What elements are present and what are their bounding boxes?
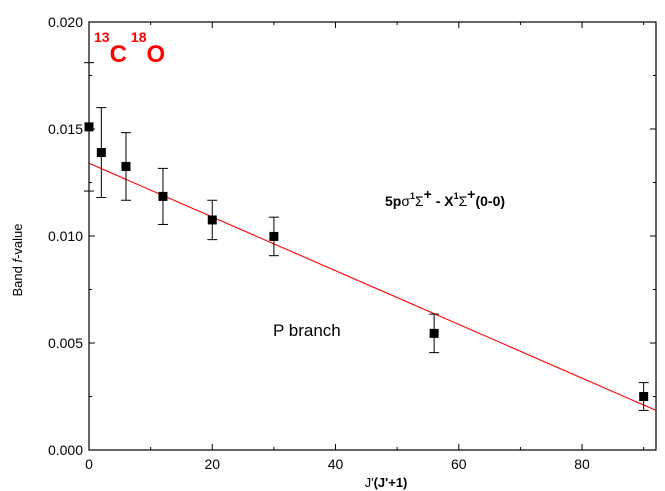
y-axis-title-main: Band [10, 263, 25, 297]
x-axis-title-paren: (J'+1) [374, 475, 408, 490]
y-tick-label: 0.000 [48, 442, 83, 458]
data-point [269, 231, 279, 241]
y-tick-label: 0.015 [48, 121, 83, 137]
data-point [158, 191, 168, 201]
x-tick-label: 40 [328, 456, 344, 472]
data-point [429, 328, 439, 338]
y-axis-title: Band f-value [10, 223, 25, 296]
x-axis-title-main: J' [365, 475, 374, 490]
data-point [121, 161, 131, 171]
y-tick-label: 0.010 [48, 228, 83, 244]
y-tick-label: 0.005 [48, 335, 83, 351]
plot-area-border [88, 21, 657, 451]
fit-line [88, 162, 657, 411]
isotope-elem2: O [147, 41, 166, 68]
transition-sup2: 1 [454, 191, 459, 201]
plot-frame [88, 21, 657, 451]
transition-sigma: σ [401, 193, 410, 209]
data-point [96, 148, 106, 158]
transition-band: (0-0) [475, 193, 505, 209]
tick-labels: 0 20 40 60 80 0.000 0.005 0.010 0.015 0.020 [48, 14, 590, 472]
x-tick-label: 0 [85, 456, 93, 472]
isotope-label: 13C18O [94, 29, 165, 68]
x-tick-label: 80 [574, 456, 590, 472]
x-axis-title: J'(J'+1) [365, 475, 408, 490]
error-bars [84, 62, 649, 411]
isotope-elem1: C [110, 41, 127, 68]
data-point [207, 215, 217, 225]
transition-Sigma2: Σ [459, 193, 468, 209]
branch-label: P branch [273, 321, 341, 340]
transition-dash: - X [432, 193, 454, 209]
y-tick-label: 0.020 [48, 14, 83, 30]
transition-sup1: 1 [410, 191, 415, 201]
data-point [639, 392, 649, 401]
transition-plus2: + [467, 186, 475, 202]
x-tick-label: 60 [451, 456, 467, 472]
y-axis-title-italic: f [10, 258, 25, 263]
transition-Sigma1: Σ [415, 193, 424, 209]
transition-lead: 5p [385, 193, 401, 209]
isotope-mass1: 13 [94, 29, 110, 45]
transition-label: 5pσ1Σ+ - X1Σ+(0-0) [385, 186, 505, 209]
data-point [84, 122, 94, 132]
y-axis-title-tail: -value [10, 223, 25, 258]
transition-plus1: + [424, 186, 432, 202]
ticks [88, 21, 656, 451]
x-tick-label: 20 [204, 456, 220, 472]
data-markers [84, 122, 649, 401]
isotope-mass2: 18 [131, 29, 147, 45]
